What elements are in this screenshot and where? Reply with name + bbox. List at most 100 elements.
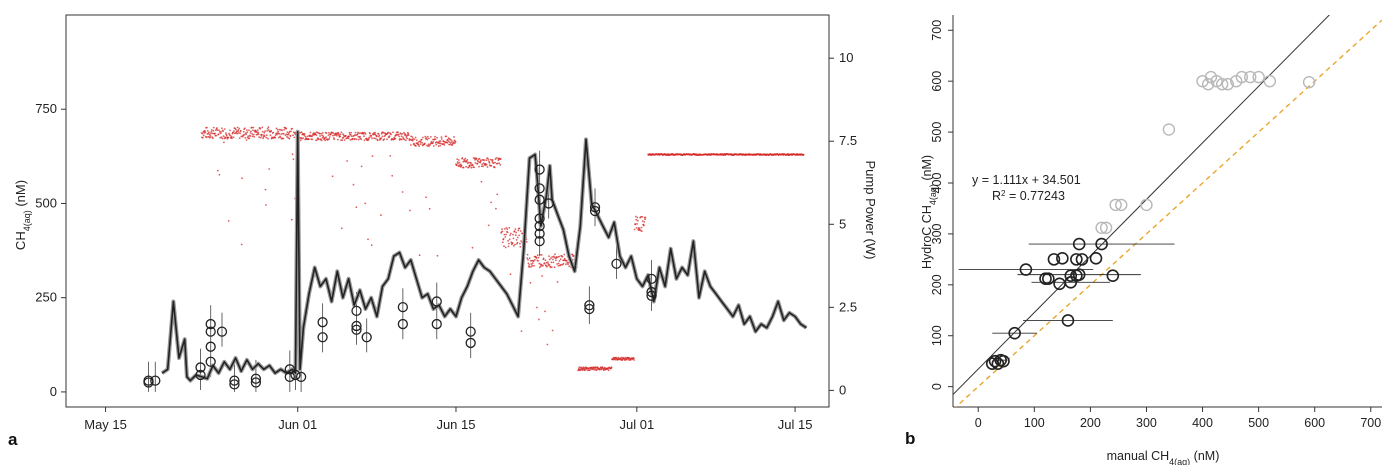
pump-power-point — [640, 226, 643, 229]
panel-a-pump-power-series — [200, 126, 805, 372]
pump-power-point — [482, 165, 484, 168]
pump-power-point — [482, 162, 485, 165]
data-point — [1089, 252, 1103, 265]
pump-power-point — [263, 131, 266, 134]
pump-power-point — [636, 219, 639, 222]
pump-power-point — [553, 266, 556, 269]
panel-a-left-y-tick-label: 250 — [35, 290, 57, 305]
pump-power-point — [563, 253, 566, 256]
pump-power-point — [252, 129, 254, 132]
excluded-point — [1099, 221, 1113, 235]
pump-power-point — [506, 231, 509, 234]
panel-a-left-y-tick-label: 750 — [35, 101, 57, 116]
panel-b-x-label: manual CH4(aq) (nM) — [1107, 449, 1220, 465]
pump-power-point — [531, 262, 534, 265]
pump-power-point — [529, 266, 531, 268]
pump-power-point — [470, 166, 473, 169]
pump-power-point — [468, 161, 470, 164]
pump-power-point — [634, 223, 637, 226]
pump-power-point — [508, 226, 511, 229]
pump-power-point — [460, 164, 463, 167]
pump-power-point — [389, 155, 392, 157]
pump-power-point — [351, 137, 354, 140]
pump-power-point — [551, 256, 554, 258]
pump-power-point — [496, 162, 499, 165]
pump-power-point — [357, 138, 360, 141]
pump-power-point — [420, 138, 423, 141]
pump-power-point — [450, 141, 452, 144]
pump-power-point — [371, 137, 373, 140]
pump-power-point — [407, 132, 410, 135]
pump-power-point — [563, 257, 566, 260]
pump-power-point — [540, 254, 543, 256]
pump-power-point — [428, 137, 430, 140]
manual-sample-point — [351, 320, 362, 332]
pump-power-point — [514, 234, 517, 237]
pump-power-point — [636, 216, 639, 219]
panel-a-x-tick-label: Jun 01 — [278, 417, 317, 432]
panel-a-chart: May 15 Jun 01 Jun 15 Jul 01 Jul 15 0 250 500 75… — [8, 14, 878, 449]
pump-power-point — [457, 159, 460, 161]
pump-power-point — [511, 242, 514, 244]
pump-power-point — [210, 130, 213, 133]
manual-sample-point — [584, 303, 595, 315]
pump-power-point — [369, 132, 371, 135]
pump-power-point — [354, 138, 356, 140]
pump-power-point — [567, 263, 569, 266]
pump-power-point — [388, 135, 391, 138]
pump-power-point — [289, 135, 292, 137]
pump-power-point — [285, 127, 288, 130]
pump-power-point — [324, 137, 326, 140]
pump-power-point — [212, 126, 215, 129]
pump-power-point — [477, 160, 480, 163]
pump-power-point — [643, 221, 646, 223]
pump-power-point — [434, 135, 436, 138]
pump-power-point — [280, 133, 283, 136]
data-point — [1106, 269, 1120, 282]
pump-power-point — [242, 130, 245, 133]
pump-power-point — [214, 132, 216, 135]
pump-power-point — [550, 266, 553, 268]
pump-power-point — [363, 131, 366, 134]
panel-b-fit-line — [953, 15, 1330, 395]
pump-power-point — [367, 238, 369, 241]
pump-power-point — [347, 137, 350, 140]
pump-power-point — [352, 183, 355, 186]
pump-power-point — [455, 164, 458, 166]
pump-power-point — [426, 135, 429, 138]
pump-power-point — [290, 130, 292, 133]
pump-power-point — [550, 261, 553, 264]
pump-power-point — [390, 133, 392, 136]
pump-power-point — [221, 137, 224, 140]
pump-power-point — [229, 134, 232, 137]
pump-power-point — [250, 126, 253, 129]
panel-b-error-bars — [958, 243, 1175, 361]
pump-power-point — [293, 136, 296, 139]
pump-power-point — [443, 144, 446, 146]
pump-power-point — [208, 133, 211, 136]
panel-b-points — [985, 237, 1120, 371]
pump-power-point — [235, 128, 237, 131]
manual-sample-point — [465, 326, 476, 337]
pump-power-point — [440, 138, 443, 140]
pump-power-point — [206, 126, 208, 129]
excluded-point — [1302, 75, 1316, 89]
pump-power-point — [332, 132, 335, 135]
data-point — [997, 354, 1010, 368]
data-point — [991, 357, 1005, 371]
pump-power-point — [282, 132, 285, 135]
pump-power-point — [224, 137, 227, 140]
pump-power-point — [565, 260, 568, 262]
manual-sample-point — [143, 375, 154, 386]
pump-power-point — [544, 259, 547, 262]
pump-power-point — [413, 138, 416, 141]
pump-power-point — [507, 245, 510, 248]
pump-power-point — [518, 234, 520, 237]
pump-power-point — [339, 133, 342, 136]
pump-power-point — [332, 134, 334, 137]
pump-power-point — [283, 128, 285, 131]
pump-power-point — [250, 130, 252, 133]
pump-power-point — [491, 159, 494, 162]
pump-power-point — [519, 245, 522, 248]
